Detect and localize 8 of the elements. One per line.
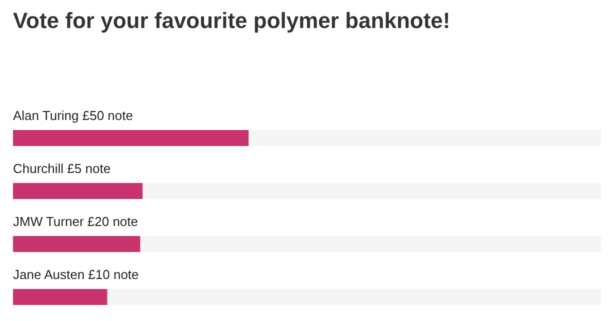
y-tick-label: Alan Turing £50 note [13, 108, 133, 123]
y-tick-label: Jane Austen £10 note [13, 267, 139, 282]
bar [13, 183, 143, 199]
y-tick-label: JMW Turner £20 note [13, 214, 138, 229]
bar [13, 236, 140, 252]
y-tick-label: Churchill £5 note [13, 161, 111, 176]
bar [13, 289, 108, 305]
chart-title: Vote for your favourite polymer banknote! [13, 8, 450, 33]
